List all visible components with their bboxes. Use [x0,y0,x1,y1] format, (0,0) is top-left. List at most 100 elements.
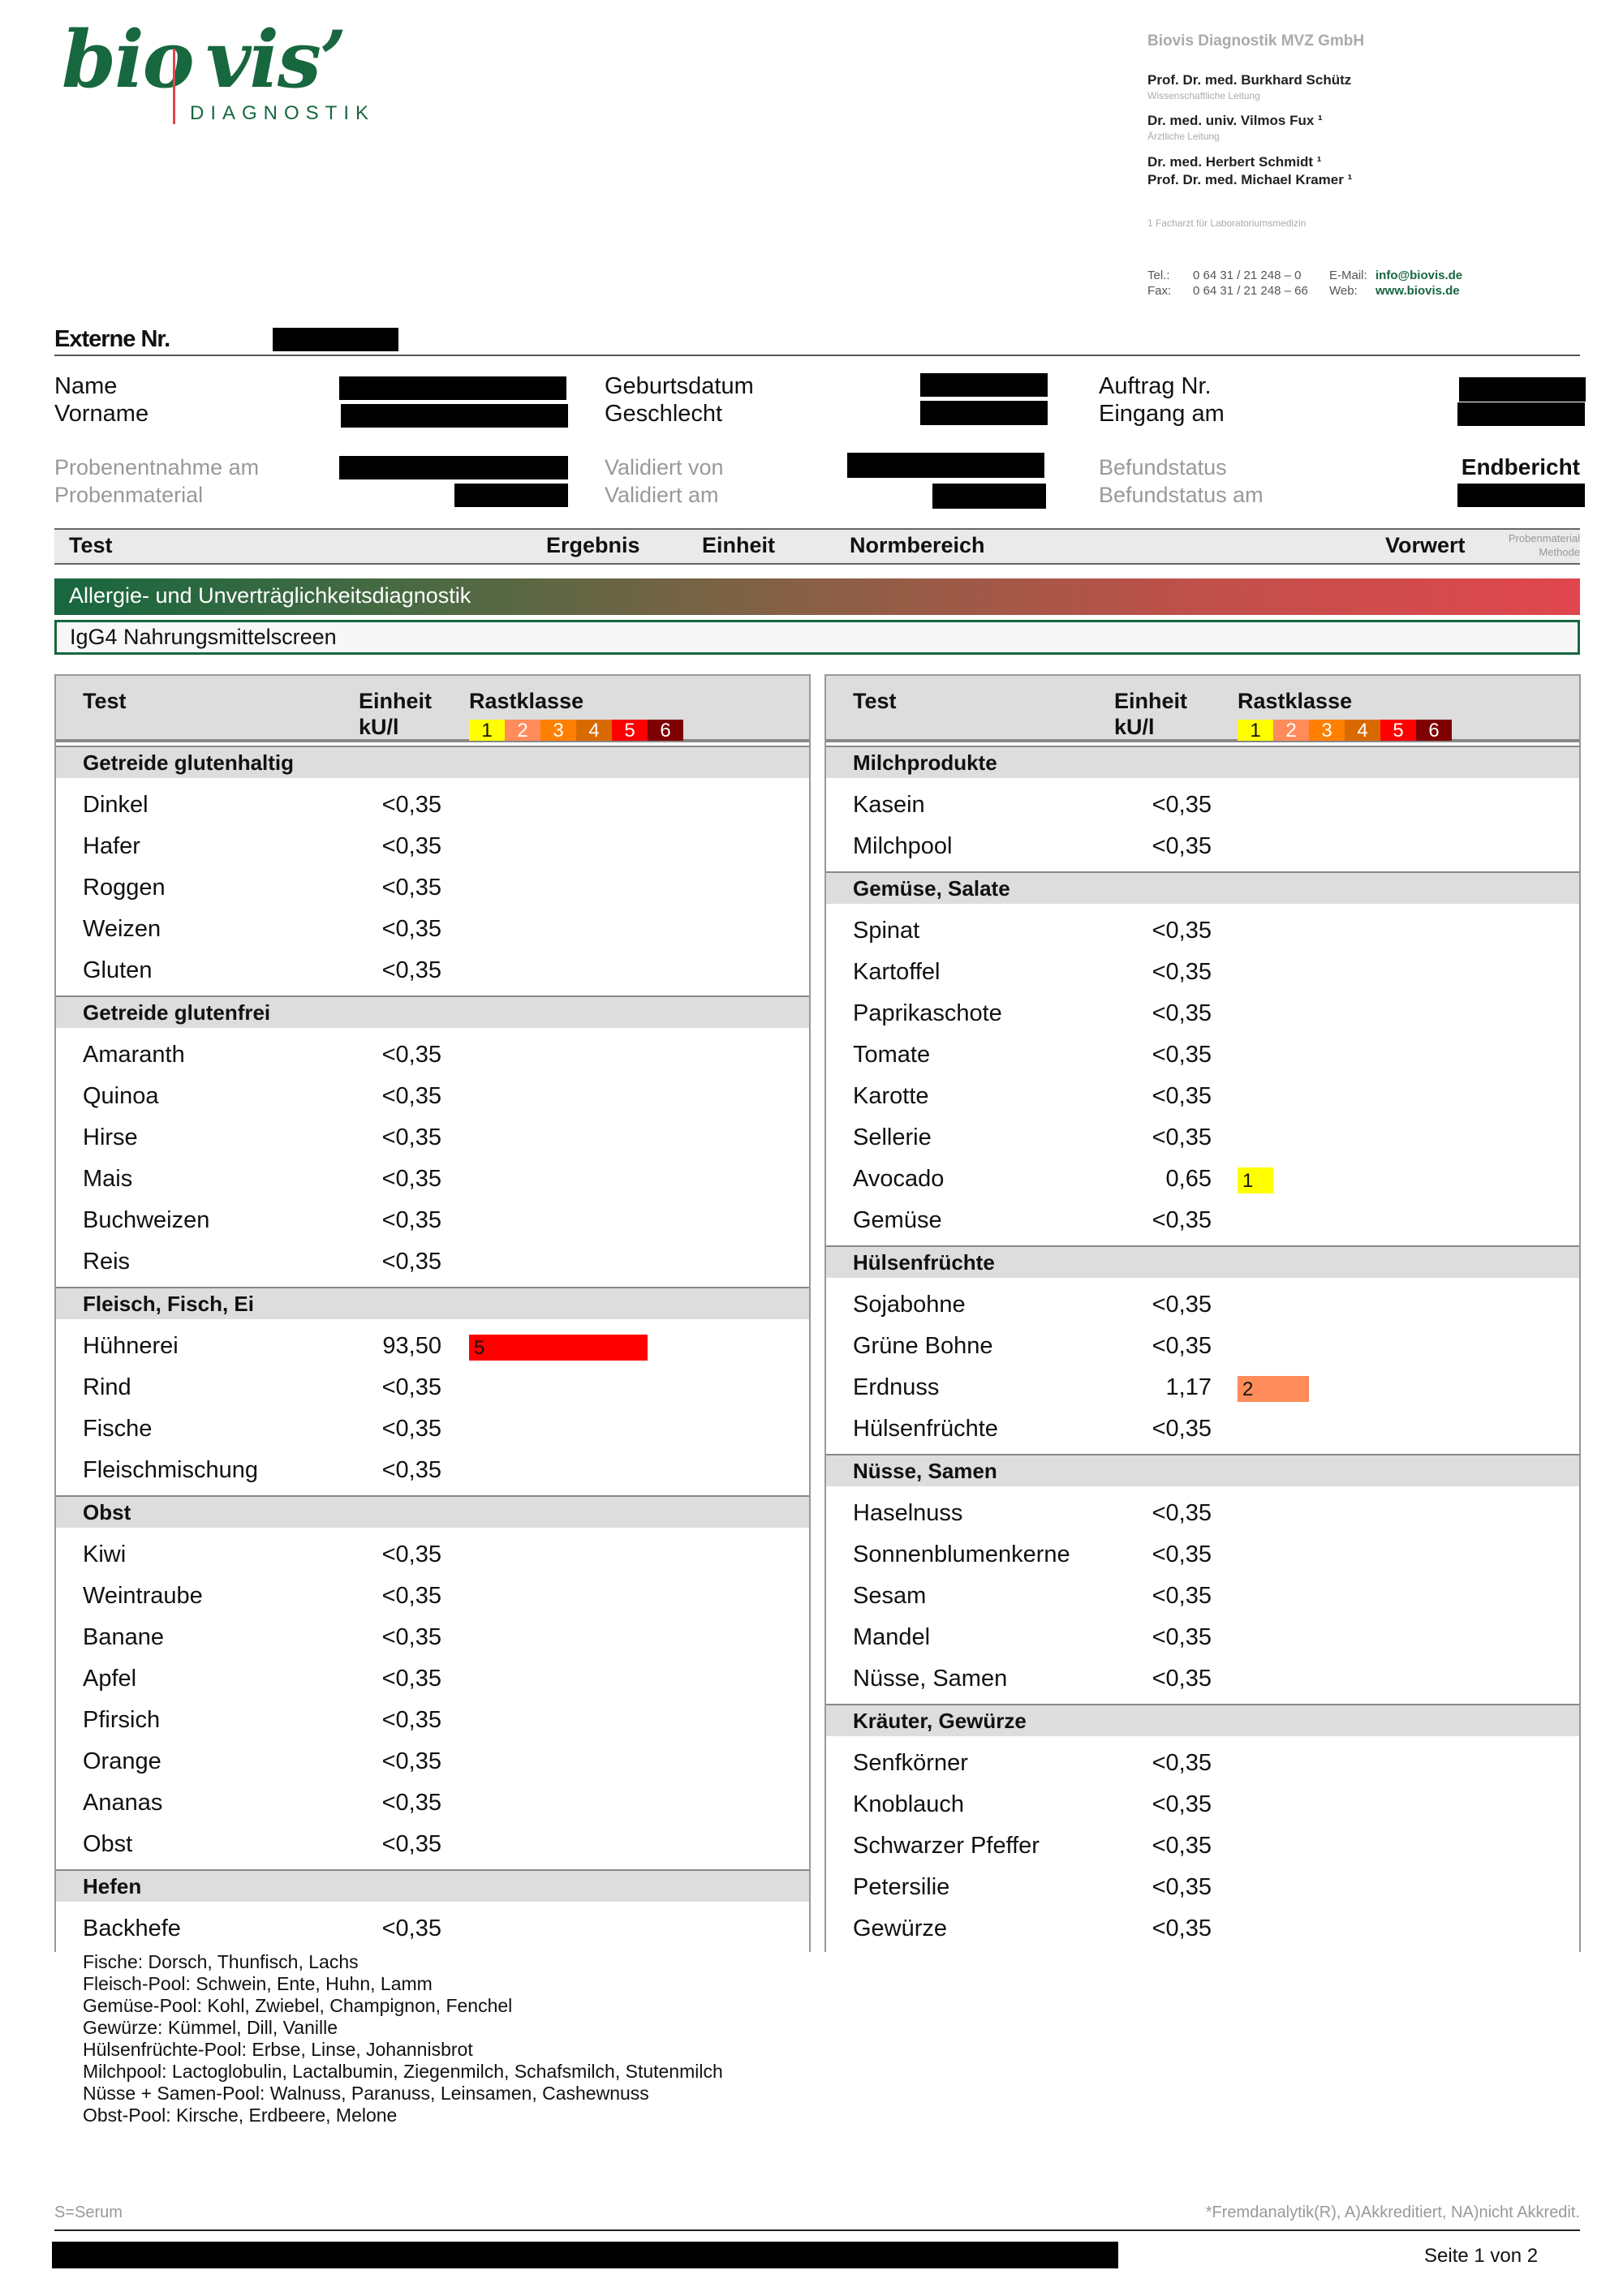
test-name: Hafer [83,833,140,859]
table-row: Roggen <0,35 [56,868,809,909]
serum-note: S=Serum [54,2204,123,2221]
eingang-label: Eingang am [1099,401,1225,427]
redacted-field [52,2242,1118,2268]
col-methode: Methode [1539,546,1580,558]
email-link[interactable]: info@biovis.de [1375,269,1463,282]
test-value: <0,35 [381,1707,441,1733]
test-value: <0,35 [1152,1416,1212,1442]
test-name: Obst [83,1831,133,1857]
results-table-right: Test Einheit kU/l Rastklasse 1 2 3 4 5 6 Milchprod… [824,674,1581,1952]
header-unit: kU/l [1114,715,1155,739]
geburtsdatum-label: Geburtsdatum [605,373,754,399]
col-normbereich: Normbereich [850,533,985,557]
category-row: Milchprodukte [826,742,1579,785]
table-row: Gemüse <0,35 [826,1201,1579,1242]
section-header: Allergie- und Unverträglichkeitsdiagnost… [54,578,1580,615]
category-label: Getreide glutenhaltig [56,746,809,778]
test-name: Dinkel [83,792,149,818]
test-value: <0,35 [1152,1000,1212,1026]
test-value: <0,35 [1152,1292,1212,1318]
test-value: <0,35 [1152,1500,1212,1526]
tel-label: Tel.: [1147,269,1170,282]
staff-role: Ärztliche Leitung [1147,131,1220,142]
table-row: Weintraube <0,35 [56,1576,809,1618]
table-row: Fleischmischung <0,35 [56,1451,809,1492]
web-link[interactable]: www.biovis.de [1375,284,1460,298]
class-3-swatch: 3 [540,720,576,742]
test-name: Gluten [83,957,153,983]
category-label: Nüsse, Samen [826,1454,1579,1486]
table-row: Erdnuss 1,17 2 [826,1368,1579,1409]
test-value: <0,35 [381,875,441,901]
test-name: Weizen [83,916,161,942]
logo-subtitle: DIAGNOSTIK [190,102,376,124]
category-label: Obst [56,1495,809,1528]
redacted-field [341,404,568,428]
externe-nr-label: Externe Nr. [54,326,170,352]
header-rastklasse: Rastklasse [469,689,584,713]
test-name: Gemüse [853,1207,942,1233]
table-row: Kiwi <0,35 [56,1535,809,1576]
test-name: Grüne Bohne [853,1333,993,1359]
rast-class-bar: 2 [1238,1376,1309,1402]
test-name: Erdnuss [853,1374,940,1400]
test-name: Backhefe [83,1915,181,1941]
class-2-swatch: 2 [1273,720,1309,742]
test-value: <0,35 [1152,918,1212,944]
probenmaterial-label: Probenmaterial [54,483,204,507]
table-header: Test Einheit kU/l Rastklasse 1 2 3 4 5 6 [56,676,809,742]
web-label: Web: [1329,284,1358,298]
class-4-swatch: 4 [1345,720,1380,742]
test-name: Gewürze [853,1915,948,1941]
category-label: Gemüse, Salate [826,871,1579,904]
page-number: Seite 1 von 2 [1424,2245,1539,2267]
col-ergebnis: Ergebnis [546,533,640,557]
test-value: <0,35 [381,1666,441,1692]
class-4-swatch: 4 [576,720,612,742]
class-6-swatch: 6 [1416,720,1452,742]
test-value: <0,35 [381,916,441,942]
test-name: Reis [83,1249,131,1275]
table-row: Backhefe <0,35 [56,1909,809,1950]
test-value: <0,35 [1152,833,1212,859]
redacted-field [1457,484,1585,507]
category-label: Kräuter, Gewürze [826,1704,1579,1736]
test-name: Karotte [853,1083,929,1109]
test-name: Nüsse, Samen [853,1666,1008,1692]
pool-note: Nüsse + Samen-Pool: Walnuss, Paranuss, L… [83,2083,649,2104]
header-einheit: Einheit [359,689,433,713]
test-name: Fische [83,1416,153,1442]
test-name: Milchpool [853,833,953,859]
test-value: <0,35 [381,833,441,859]
validiert-von-label: Validiert von [605,455,724,479]
table-row: Hafer <0,35 [56,827,809,868]
test-name: Rind [83,1374,131,1400]
table-row: Sesam <0,35 [826,1576,1579,1618]
staff-name: Dr. med. Herbert Schmidt ¹ [1147,154,1322,170]
test-value: <0,35 [1152,1207,1212,1233]
test-name: Mandel [853,1624,931,1650]
legend-note: *Fremdanalytik(R), A)Akkreditiert, NA)ni… [1205,2204,1580,2221]
table-row: Knoblauch <0,35 [826,1785,1579,1826]
table-row: Fische <0,35 [56,1409,809,1451]
table-row: Rind <0,35 [56,1368,809,1409]
test-name: Quinoa [83,1083,159,1109]
test-name: Kartoffel [853,959,941,985]
redacted-field [339,376,566,400]
table-row: Obst <0,35 [56,1825,809,1866]
pool-note: Gewürze: Kümmel, Dill, Vanille [83,2017,338,2038]
test-name: Buchweizen [83,1207,210,1233]
logo-divider [173,49,175,124]
table-row: Avocado 0,65 1 [826,1159,1579,1201]
test-value: <0,35 [381,1748,441,1774]
category-row: Gemüse, Salate [826,868,1579,911]
results-table-left: Test Einheit kU/l Rastklasse 1 2 3 4 5 6 Getreide … [54,674,811,1952]
redacted-field [1459,377,1586,402]
test-value: <0,35 [381,1457,441,1483]
redacted-field [920,401,1048,425]
category-label: Milchprodukte [826,746,1579,778]
test-name: Banane [83,1624,164,1650]
test-value: <0,35 [381,1624,441,1650]
geschlecht-label: Geschlecht [605,401,723,427]
